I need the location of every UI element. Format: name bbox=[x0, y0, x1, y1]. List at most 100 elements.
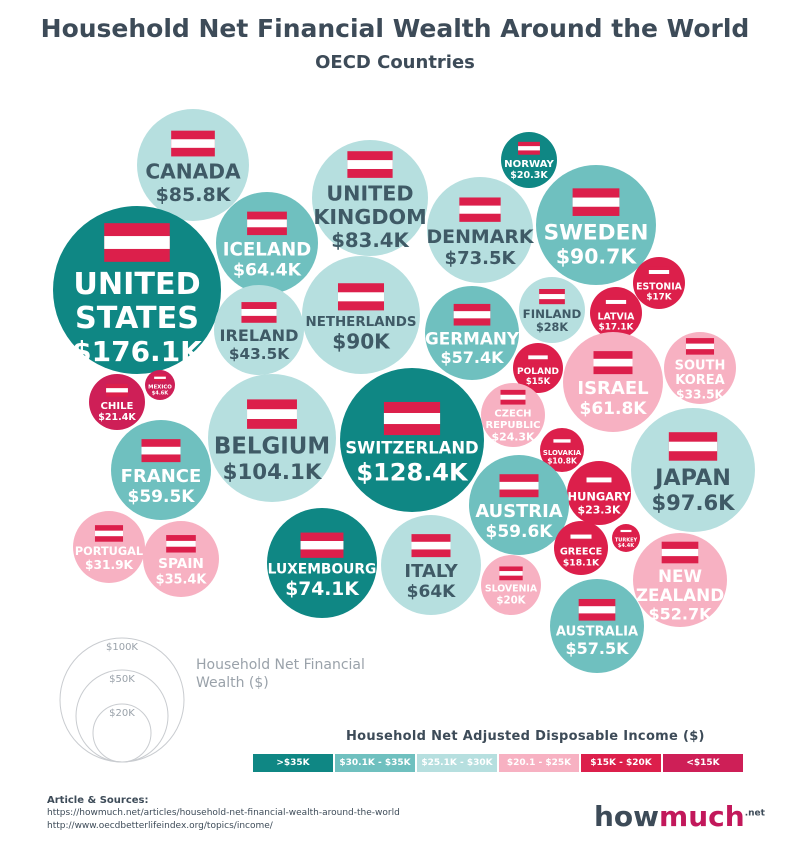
bubble-value-label: $24.3K bbox=[492, 430, 535, 443]
flag-icon bbox=[620, 527, 632, 535]
bubble-france: FRANCE$59.5K bbox=[111, 420, 211, 520]
bubble-circle bbox=[340, 368, 484, 512]
bubble-circle bbox=[612, 524, 640, 552]
bubble-circle bbox=[137, 109, 249, 221]
bubble-canada: CANADA$85.8K bbox=[137, 109, 249, 221]
bubble-country-label: AUSTRALIA bbox=[556, 625, 639, 640]
bubble-value-label: $90K bbox=[332, 329, 391, 353]
bubble-value-label: $21.4K bbox=[98, 412, 136, 423]
bubble-country-label: ESTONIA bbox=[636, 281, 683, 292]
bubble-circle bbox=[208, 374, 336, 502]
bubble-hungary: HUNGARY$23.3K bbox=[567, 461, 631, 525]
bubble-value-label: $17.1K bbox=[599, 323, 635, 333]
flag-icon bbox=[411, 534, 451, 558]
bubble-value-label: $43.5K bbox=[229, 345, 290, 363]
bubble-circle bbox=[89, 374, 145, 430]
bubble-country-label: ZEALAND bbox=[636, 585, 724, 605]
bubble-country-label: CANADA bbox=[145, 160, 241, 184]
bubble-circle bbox=[664, 332, 736, 404]
sources: Article & Sources: https://howmuch.net/a… bbox=[47, 794, 400, 833]
color-legend-item: $25.1K - $30K bbox=[417, 754, 497, 772]
bubble-circle bbox=[563, 332, 663, 432]
bubble-country-label: FRANCE bbox=[121, 466, 202, 487]
bubble-greece: GREECE$18.1K bbox=[554, 521, 608, 575]
bubble-circle bbox=[53, 206, 221, 374]
bubble-circle bbox=[111, 420, 211, 520]
bubble-country-label: CZECH bbox=[494, 409, 531, 420]
bubble-country-label: NETHERLANDS bbox=[305, 315, 416, 330]
bubble-chile: CHILE$21.4K bbox=[89, 374, 145, 430]
bubble-country-label: SOUTH bbox=[675, 359, 726, 374]
flag-icon bbox=[241, 302, 277, 323]
flag-icon bbox=[499, 566, 523, 581]
bubble-value-label: $28K bbox=[536, 321, 569, 334]
flag-icon bbox=[106, 383, 128, 397]
bubble-country-label: JAPAN bbox=[653, 465, 731, 491]
bubble-country-label: UNITED bbox=[326, 182, 413, 206]
flag-icon bbox=[459, 197, 501, 222]
bubble-poland: POLAND$15K bbox=[513, 343, 563, 393]
bubble-country-label: LUXEMBOURG bbox=[268, 562, 377, 578]
bubble-country-label: KINGDOM bbox=[313, 205, 426, 229]
bubble-circle bbox=[469, 455, 569, 555]
sources-title: Article & Sources: bbox=[47, 795, 149, 806]
bubble-switzerland: SWITZERLAND $128.4K bbox=[340, 368, 484, 512]
flag-icon bbox=[586, 472, 612, 488]
source-link-article[interactable]: https://howmuch.net/articles/household-n… bbox=[47, 808, 400, 818]
bubble-value-label: $10.8K bbox=[547, 457, 578, 466]
bubble-value-label: $104.1K bbox=[223, 460, 323, 485]
bubble-japan: JAPAN$97.6K bbox=[631, 408, 755, 532]
bubble-country-label: SWEDEN bbox=[544, 221, 649, 246]
bubble-country-label: SPAIN bbox=[158, 556, 204, 572]
bubble-israel: ISRAEL$61.8K bbox=[563, 332, 663, 432]
bubble-value-label: $17K bbox=[646, 293, 672, 303]
size-legend-title: Household Net Financial Wealth ($) bbox=[196, 657, 365, 691]
source-link-oecd[interactable]: http://www.oecdbetterlifeindex.org/topic… bbox=[47, 821, 273, 831]
bubble-turkey: TURKEY$4.4K bbox=[612, 524, 640, 552]
size-legend-label: $100K bbox=[106, 642, 138, 653]
bubble-value-label: $35.4K bbox=[156, 572, 208, 587]
bubble-value-label: $18.1K bbox=[563, 557, 600, 568]
bubble-estonia: ESTONIA$17K bbox=[633, 257, 685, 309]
bubble-country-label: STATES bbox=[75, 301, 199, 336]
bubble-value-label: $64.4K bbox=[233, 261, 302, 281]
bubble-circle bbox=[519, 277, 585, 343]
bubble-belgium: BELGIUM$104.1K bbox=[208, 374, 336, 502]
bubble-value-label: $128.4K bbox=[356, 459, 469, 487]
bubble-circle bbox=[540, 428, 584, 472]
bubble-sweden: SWEDEN$90.7K bbox=[536, 165, 656, 285]
flag-icon bbox=[499, 474, 539, 498]
bubble-slovakia: SLOVAKIA$10.8K bbox=[540, 428, 584, 472]
bubble-country-label: TURKEY bbox=[615, 537, 638, 543]
bubble-denmark: DENMARK$73.5K bbox=[427, 177, 535, 283]
flag-icon bbox=[570, 530, 592, 543]
color-legend: >$35K $30.1K - $35K $25.1K - $30K $20.1 … bbox=[253, 754, 745, 772]
bubble-value-label: $57.5K bbox=[565, 639, 629, 658]
bubble-circle bbox=[536, 165, 656, 285]
bubble-country-label: ISRAEL bbox=[577, 378, 648, 399]
bubble-value-label: $31.9K bbox=[85, 558, 134, 572]
color-legend-item: $30.1K - $35K bbox=[335, 754, 415, 772]
bubble-portugal: PORTUGAL$31.9K bbox=[73, 511, 145, 583]
color-legend-item: <$15K bbox=[663, 754, 743, 772]
bubble-country-label: CHILE bbox=[101, 401, 134, 412]
bubble-value-label: $83.4K bbox=[331, 229, 409, 252]
bubble-norway: NORWAY$20.3K bbox=[501, 132, 557, 188]
bubble-value-label: $73.5K bbox=[445, 248, 517, 269]
bubble-circle bbox=[550, 579, 644, 673]
size-legend-ring bbox=[92, 703, 152, 763]
color-legend-item: >$35K bbox=[253, 754, 333, 772]
bubble-iceland: ICELAND$64.4K bbox=[216, 192, 318, 294]
bubble-country-label: SWITZERLAND bbox=[345, 438, 478, 457]
bubble-circle bbox=[513, 343, 563, 393]
bubble-value-label: $59.6K bbox=[486, 522, 554, 542]
bubble-circle bbox=[302, 256, 420, 374]
bubble-value-label: $64K bbox=[407, 582, 456, 602]
bubble-value-label: $4.6K bbox=[152, 391, 170, 397]
bubble-circle bbox=[145, 370, 175, 400]
bubble-country-label: HUNGARY bbox=[568, 490, 632, 504]
